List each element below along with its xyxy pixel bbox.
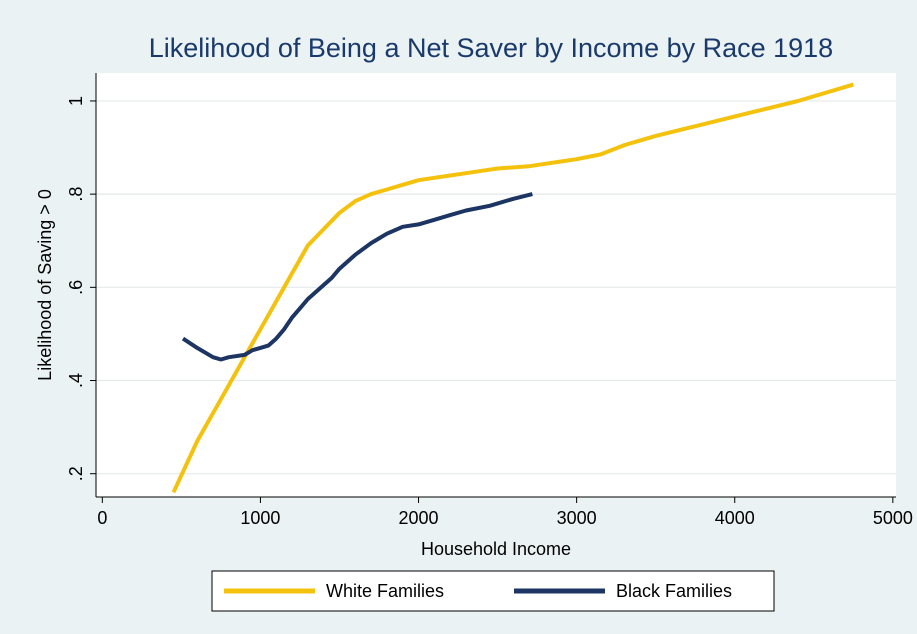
- x-axis-title: Household Income: [421, 539, 571, 559]
- y-tick-label-4: 1: [66, 96, 86, 106]
- x-tick-label-1: 1000: [240, 508, 280, 528]
- chart-title: Likelihood of Being a Net Saver by Incom…: [149, 33, 833, 63]
- legend-label-black-families: Black Families: [616, 581, 732, 601]
- x-tick-label-0: 0: [97, 508, 107, 528]
- x-tick-label-2: 2000: [399, 508, 439, 528]
- axes: .2 .4 .6 .8 1 0 1000 2000 3000 4000 5000: [66, 73, 913, 528]
- y-axis-title: Likelihood of Saving > 0: [35, 189, 55, 381]
- y-tick-label-0: .2: [66, 466, 86, 481]
- legend-label-white-families: White Families: [326, 581, 444, 601]
- legend: White Families Black Families: [211, 570, 775, 612]
- series-line-black-families: [181, 192, 533, 362]
- y-tick-label-3: .8: [66, 187, 86, 202]
- y-tick-label-2: .6: [66, 280, 86, 295]
- x-tick-label-4: 4000: [715, 508, 755, 528]
- x-tick-label-3: 3000: [557, 508, 597, 528]
- series-lines: [171, 82, 854, 494]
- plot-area: [96, 73, 896, 497]
- x-tick-label-5: 5000: [873, 508, 913, 528]
- y-tick-label-1: .4: [66, 373, 86, 388]
- series-line-white-families: [171, 82, 854, 494]
